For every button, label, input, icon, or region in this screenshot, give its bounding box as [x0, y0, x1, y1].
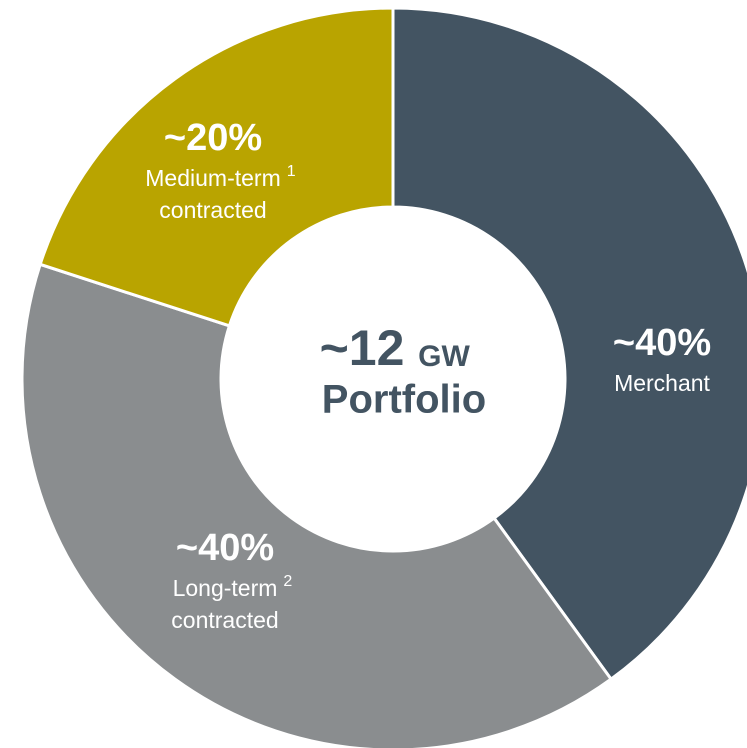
center-unit: GW [418, 340, 470, 373]
footnote-mark: 1 [287, 163, 296, 180]
category-label: contracted [171, 607, 278, 633]
slices [20, 6, 747, 748]
value-label: ~40% [613, 322, 711, 364]
slice [20, 262, 614, 748]
slice [391, 6, 747, 682]
footnote-mark: 2 [283, 573, 292, 590]
value-label: ~40% [176, 527, 274, 569]
category-label: Long-term [173, 575, 278, 601]
category-label: Merchant [614, 370, 710, 396]
category-label: contracted [159, 197, 266, 223]
category-label: Medium-term [145, 165, 280, 191]
center-value: ~12 [320, 320, 405, 376]
slice [38, 6, 395, 328]
center-text: Portfolio [322, 378, 486, 422]
value-label: ~20% [164, 117, 262, 159]
